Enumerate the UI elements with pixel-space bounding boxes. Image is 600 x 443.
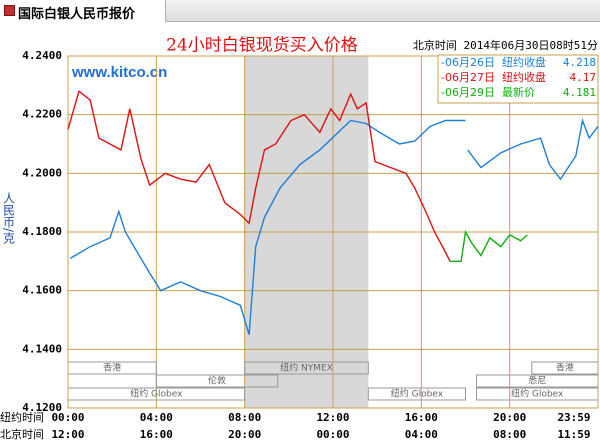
series-line (69, 117, 599, 335)
legend-name: -06月29日 (441, 86, 495, 99)
x-row-label: 纽约时间 (0, 410, 44, 424)
x-tick-label-beijing: 08:00 (493, 428, 526, 441)
x-tick-label-beijing: 11:59 (557, 428, 590, 441)
market-session (244, 361, 369, 375)
legend-close: 4.17 (570, 71, 597, 84)
x-tick-label: 23:59 (557, 411, 590, 424)
legend-name: -06月27日 (441, 71, 495, 84)
market-session-label: 纽约 Globex (130, 388, 183, 400)
chart-title: 24小时白银现货买入价格 (166, 36, 358, 56)
y-tick-label: 4.2000 (22, 166, 62, 179)
x-tick-label: 12:00 (316, 411, 349, 424)
chart: 24小时白银现货买入价格 北京时间 2014年06月30日08时51分 www.… (0, 22, 600, 443)
legend-close: 4.218 (563, 56, 596, 69)
legend-close: 4.181 (563, 86, 596, 99)
header-title: 国际白银人民币报价 (18, 7, 136, 22)
header-bar: 国际白银人民币报价 (0, 0, 600, 22)
market-session-label: 纽约 NYMEX (280, 362, 333, 374)
market-session-label: 伦敦 (208, 375, 226, 387)
x-tick-label: 20:00 (493, 411, 526, 424)
series-line (450, 229, 528, 262)
y-tick-label: 4.2400 (22, 49, 62, 62)
x-tick-label: 00:00 (51, 411, 84, 424)
header-tab (0, 0, 166, 22)
y-tick-label: 4.1200 (22, 401, 62, 414)
market-session-label: 悉尼 (528, 375, 546, 387)
market-session (155, 374, 279, 388)
watermark: www.kitco.cn (71, 64, 167, 81)
legend-status: 纽约收盘 (502, 55, 546, 69)
legend-status: 纽约收盘 (502, 70, 546, 84)
market-session-label: 香港 (556, 362, 574, 374)
header-icon (4, 5, 15, 16)
y-tick-label: 4.2200 (22, 108, 62, 121)
series-line (67, 90, 451, 262)
legend-status: 最新价 (502, 85, 535, 99)
market-session-label: 香港 (103, 362, 121, 374)
market-session-label: 纽约 Globex (391, 388, 444, 400)
x-tick-label-beijing: 04:00 (405, 428, 438, 441)
chart-subtitle: 北京时间 2014年06月30日08时51分 (413, 38, 598, 52)
y-tick-label: 4.1600 (22, 284, 62, 297)
legend-box (437, 54, 599, 104)
x-tick-label: 04:00 (140, 411, 173, 424)
x-tick-label-beijing: 20:00 (228, 428, 261, 441)
x-tick-label-beijing: 16:00 (140, 428, 173, 441)
y-tick-label: 4.1800 (22, 225, 62, 238)
x-tick-label-beijing: 12:00 (51, 428, 84, 441)
x-tick-label-beijing: 00:00 (316, 428, 349, 441)
plot-frame (67, 55, 599, 409)
market-session-label: 纽约 Globex (511, 388, 564, 400)
x-tick-label: 08:00 (228, 411, 261, 424)
y-axis-label: 人民币/克 (2, 192, 16, 245)
x-row-label: 北京时间 (0, 427, 44, 441)
legend-name: -06月26日 (441, 56, 495, 69)
y-tick-label: 4.1400 (22, 342, 62, 355)
x-tick-label: 16:00 (405, 411, 438, 424)
market-session (367, 387, 467, 401)
